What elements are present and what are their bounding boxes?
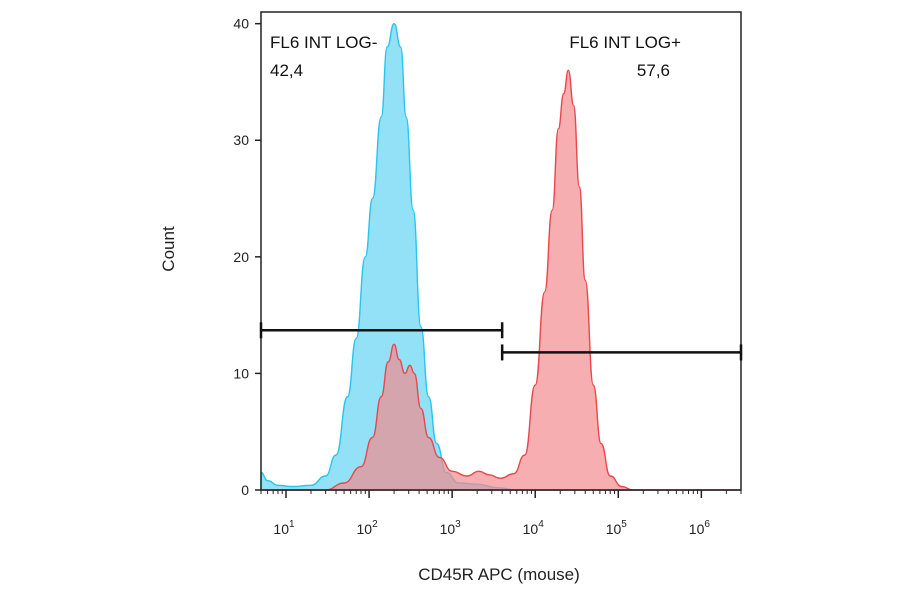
y-tick-label: 0 — [241, 482, 249, 498]
x-tick-label: 103 — [440, 519, 462, 537]
gate-2-percent: 57,6 — [637, 61, 670, 80]
y-tick-label: 40 — [233, 16, 249, 32]
y-tick-label: 20 — [233, 249, 249, 265]
series-layer — [260, 22, 741, 491]
y-axis-label: Count — [159, 226, 178, 272]
x-tick-label: 105 — [606, 519, 628, 537]
series-1-area — [260, 22, 741, 491]
x-axis-label: CD45R APC (mouse) — [418, 565, 580, 584]
ticks-layer: 0 10 20 30 40 101 102 103 104 105 106 — [233, 16, 742, 537]
gate-1-percent: 42,4 — [270, 61, 303, 80]
x-tick-label: 104 — [523, 519, 545, 537]
x-tick-label: 101 — [273, 519, 295, 537]
x-tick-label: 106 — [689, 519, 711, 537]
plot-frame — [260, 11, 742, 491]
gate-2-name: FL6 INT LOG+ — [569, 33, 681, 52]
y-tick-label: 30 — [233, 132, 249, 148]
series-2-area — [261, 69, 741, 491]
gates-layer: FL6 INT LOG- 42,4 FL6 INT LOG+ 57,6 — [259, 33, 743, 361]
axes-layer — [260, 11, 742, 491]
x-tick-label: 102 — [357, 519, 379, 537]
y-tick-label: 10 — [233, 365, 249, 381]
gate-1-name: FL6 INT LOG- — [270, 33, 377, 52]
